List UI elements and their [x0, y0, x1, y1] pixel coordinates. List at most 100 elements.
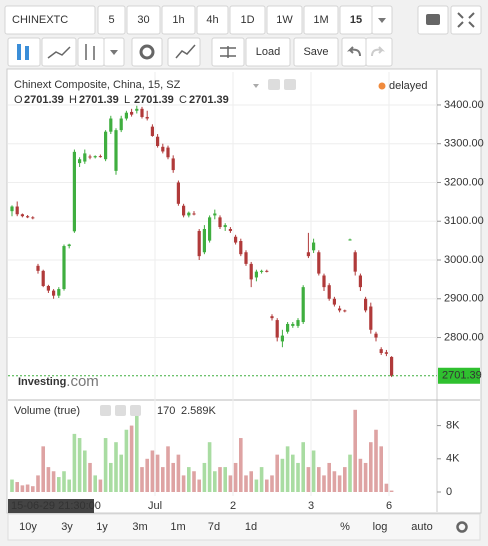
- candle-body: [364, 298, 368, 311]
- candle-body: [286, 323, 290, 332]
- interval-button[interactable]: [196, 5, 229, 35]
- volume-bar: [363, 462, 368, 492]
- indicator-icon: [175, 44, 196, 59]
- volume-bar: [109, 462, 113, 492]
- volume-bar: [150, 450, 155, 492]
- line-icon: [47, 46, 71, 59]
- volume-bar: [145, 458, 149, 492]
- save-button[interactable]: [293, 37, 339, 67]
- load-label: Load: [256, 46, 280, 58]
- fullscreen-button[interactable]: [450, 5, 482, 35]
- candle-body: [234, 236, 238, 243]
- volume-bar: [259, 467, 264, 492]
- candle-body: [390, 356, 394, 376]
- volume-bar: [31, 486, 35, 492]
- undo-icon: [346, 46, 361, 57]
- camera-icon: [426, 14, 440, 25]
- range-button[interactable]: 1m: [170, 521, 185, 533]
- interval-button[interactable]: [126, 5, 161, 35]
- volume-bar: [348, 454, 352, 492]
- candle-body: [171, 158, 175, 171]
- tool-button[interactable]: [7, 37, 41, 67]
- interval-button[interactable]: [266, 5, 303, 35]
- symbol-box[interactable]: [4, 5, 96, 35]
- legend-icon: [115, 405, 126, 416]
- interval-button[interactable]: [303, 5, 339, 35]
- log-toggle[interactable]: log: [373, 521, 388, 533]
- range-button[interactable]: 3y: [61, 521, 73, 533]
- y-tick-label: 3200.00: [444, 176, 484, 188]
- candle-body: [353, 252, 357, 272]
- candle-body: [150, 126, 154, 136]
- volume-bar: [129, 425, 134, 492]
- candle-body: [26, 216, 30, 218]
- candle-icon: [17, 44, 29, 60]
- volume-bar: [83, 450, 87, 492]
- candle-body: [31, 217, 35, 219]
- volume-bar: [57, 477, 61, 492]
- candle-body: [249, 263, 253, 280]
- interval-button[interactable]: [97, 5, 126, 35]
- ohlc-letter: H: [69, 94, 77, 106]
- volume-bar: [233, 462, 238, 492]
- undo-button[interactable]: [341, 37, 367, 67]
- range-button[interactable]: 1y: [96, 521, 108, 533]
- interval-button[interactable]: [229, 5, 266, 35]
- candle-body: [78, 159, 82, 164]
- volume-bar: [369, 442, 373, 492]
- volume-bar: [218, 467, 222, 492]
- auto-toggle[interactable]: auto: [411, 521, 432, 533]
- range-button[interactable]: 3m: [132, 521, 147, 533]
- candle-body: [62, 246, 66, 290]
- range-button[interactable]: 10y: [19, 521, 37, 533]
- volume-bar: [135, 410, 139, 492]
- candle-body: [145, 116, 149, 119]
- candle-body: [83, 153, 87, 162]
- candle-body: [312, 242, 316, 251]
- chart-frame: [6, 68, 482, 514]
- candle-body: [301, 287, 305, 323]
- candle-body: [72, 151, 76, 232]
- legend-icon: [268, 79, 280, 90]
- volume-bar: [244, 475, 248, 492]
- volume-bar: [280, 458, 285, 492]
- tool-button[interactable]: [131, 37, 163, 67]
- interval-label: 5: [108, 14, 114, 26]
- candle-body: [384, 352, 388, 354]
- tool-button[interactable]: [77, 37, 105, 67]
- candle-body: [223, 225, 227, 228]
- candle-body: [10, 206, 14, 212]
- y-tick-label: 3300.00: [444, 138, 484, 150]
- tool-button[interactable]: [41, 37, 77, 67]
- interval-button[interactable]: [161, 5, 196, 35]
- range-button[interactable]: 1d: [245, 521, 257, 533]
- percent-toggle[interactable]: %: [340, 521, 350, 533]
- interval-label: 1M: [313, 14, 328, 26]
- volume-bar: [379, 446, 383, 492]
- candle-body: [291, 323, 295, 326]
- volume-bar: [187, 467, 191, 492]
- volume-bar: [202, 462, 207, 492]
- interval-label: 15: [350, 14, 362, 26]
- redo-icon: [371, 46, 386, 57]
- load-button[interactable]: [245, 37, 291, 67]
- candle-body: [317, 252, 321, 274]
- volume-bar: [77, 438, 82, 492]
- volume-bar: [358, 458, 363, 492]
- volume-bar: [15, 482, 19, 492]
- volume-last: 170: [157, 405, 175, 417]
- ohlc-value: 2701.39: [79, 94, 119, 106]
- candle-body: [197, 230, 201, 257]
- candle-body: [322, 275, 326, 288]
- candle-body: [239, 241, 243, 255]
- status-label: delayed: [389, 80, 428, 92]
- settings-gear[interactable]: [456, 521, 468, 533]
- volume-bar: [25, 484, 30, 492]
- range-button[interactable]: 7d: [208, 521, 220, 533]
- candle-body: [93, 156, 97, 158]
- volume-ma: 2.589K: [181, 405, 217, 417]
- interval-label: 30: [137, 14, 149, 26]
- x-tick-label: Jul: [148, 500, 162, 512]
- y-tick-label: 3400.00: [444, 99, 484, 111]
